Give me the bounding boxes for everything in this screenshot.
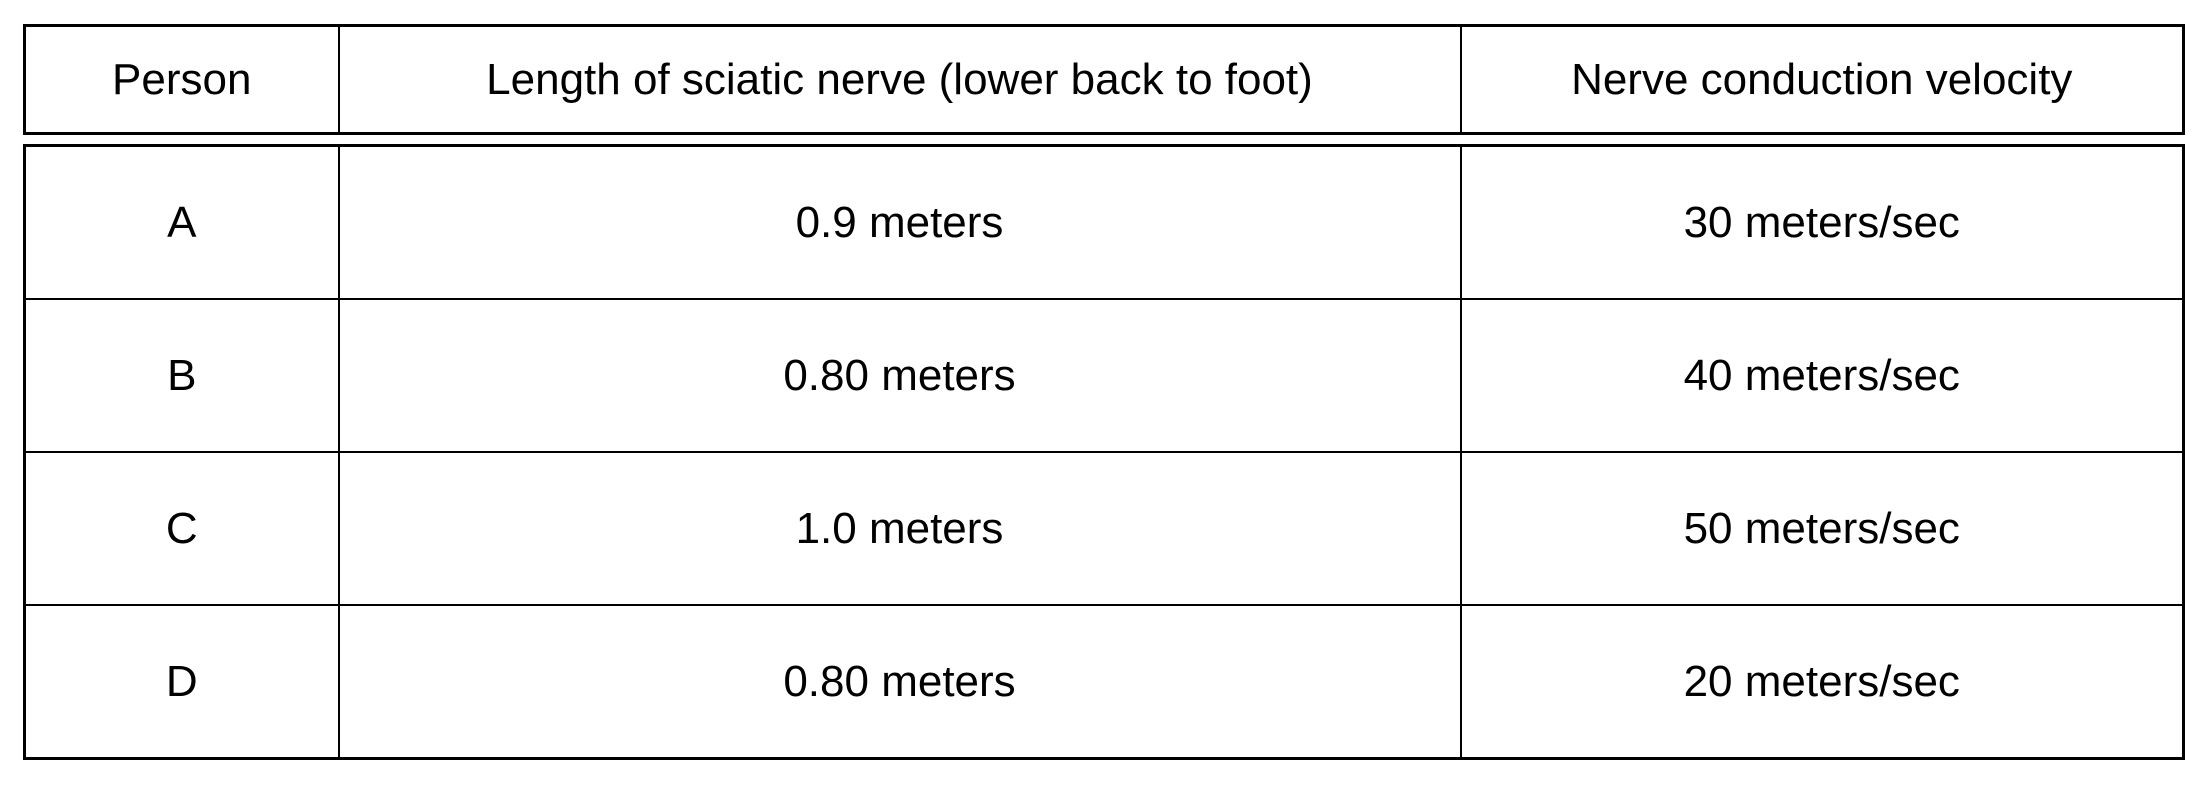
nerve-data-table: Person Length of sciatic nerve (lower ba… bbox=[23, 24, 2185, 760]
table-row: A 0.9 meters 30 meters/sec bbox=[23, 144, 2185, 300]
cell-length: 0.80 meters bbox=[337, 298, 1462, 453]
cell-person: D bbox=[23, 604, 340, 760]
cell-velocity: 30 meters/sec bbox=[1459, 144, 2185, 300]
cell-length: 0.80 meters bbox=[337, 604, 1462, 760]
cell-velocity: 20 meters/sec bbox=[1459, 604, 2185, 760]
column-header-length: Length of sciatic nerve (lower back to f… bbox=[337, 24, 1462, 135]
cell-person: A bbox=[23, 144, 340, 300]
cell-person: C bbox=[23, 451, 340, 606]
cell-person: B bbox=[23, 298, 340, 453]
cell-length: 0.9 meters bbox=[337, 144, 1462, 300]
table-header-row: Person Length of sciatic nerve (lower ba… bbox=[23, 24, 2185, 135]
cell-velocity: 50 meters/sec bbox=[1459, 451, 2185, 606]
table-row: C 1.0 meters 50 meters/sec bbox=[23, 451, 2185, 606]
table-body: A 0.9 meters 30 meters/sec B 0.80 meters… bbox=[23, 144, 2185, 760]
column-header-velocity: Nerve conduction velocity bbox=[1459, 24, 2185, 135]
column-header-person: Person bbox=[23, 24, 340, 135]
cell-velocity: 40 meters/sec bbox=[1459, 298, 2185, 453]
cell-length: 1.0 meters bbox=[337, 451, 1462, 606]
table-row: B 0.80 meters 40 meters/sec bbox=[23, 298, 2185, 453]
header-body-divider-gap bbox=[23, 135, 2182, 144]
header-row: Person Length of sciatic nerve (lower ba… bbox=[23, 24, 2185, 135]
table-row: D 0.80 meters 20 meters/sec bbox=[23, 604, 2185, 760]
